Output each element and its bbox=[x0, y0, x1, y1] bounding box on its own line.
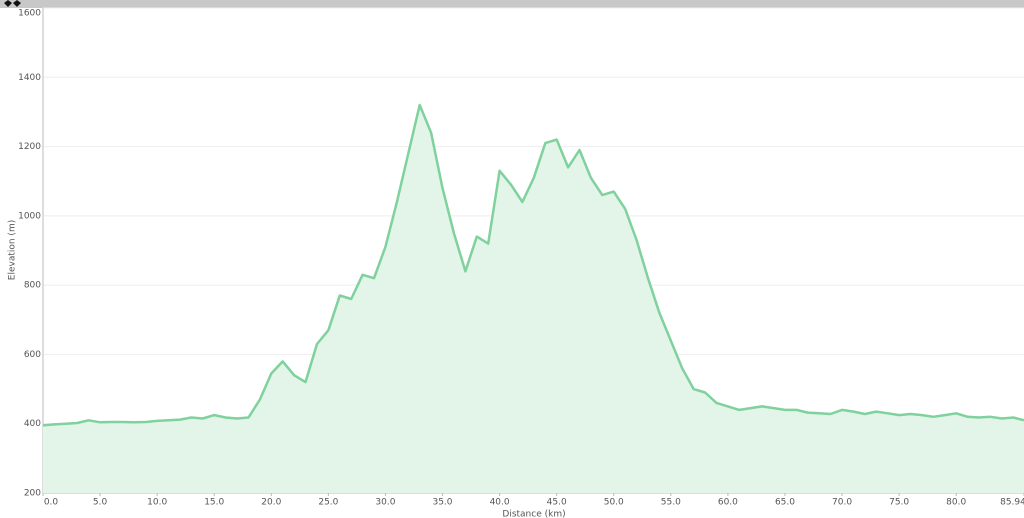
x-tick-label: 25.0 bbox=[318, 498, 338, 508]
top-bar bbox=[0, 0, 1024, 8]
x-tick-label: 20.0 bbox=[261, 498, 281, 508]
y-tick-label: 1600 bbox=[18, 9, 41, 19]
x-tick-label: 50.0 bbox=[604, 498, 624, 508]
x-tick-label: 30.0 bbox=[375, 498, 395, 508]
x-tick-label: 65.0 bbox=[775, 498, 795, 508]
x-tick-label: 40.0 bbox=[490, 498, 510, 508]
x-axis-label: Distance (km) bbox=[502, 510, 565, 518]
collapse-icon[interactable] bbox=[4, 0, 21, 7]
elevation-line bbox=[42, 103, 1024, 427]
y-tick-label: 200 bbox=[24, 489, 41, 499]
y-tick-label: 800 bbox=[24, 281, 41, 291]
x-tick-label: 60.0 bbox=[718, 498, 738, 508]
y-axis-label: Elevation (m) bbox=[8, 220, 18, 280]
y-tick-label: 1000 bbox=[18, 211, 41, 221]
x-tick-label: 5.0 bbox=[93, 498, 108, 508]
y-tick-label: 400 bbox=[24, 419, 41, 429]
x-tick-label: 10.0 bbox=[147, 498, 167, 508]
x-tick-label: 75.0 bbox=[889, 498, 909, 508]
area-fill bbox=[43, 105, 1024, 493]
x-tick-label: 35.0 bbox=[432, 498, 452, 508]
x-tick-label: 0.0 bbox=[44, 498, 59, 508]
y-tick-label: 1200 bbox=[18, 142, 41, 152]
x-tick-label: 55.0 bbox=[661, 498, 681, 508]
y-tick-label: 600 bbox=[24, 350, 41, 360]
x-tick-label: 70.0 bbox=[832, 498, 852, 508]
y-tick-label: 1400 bbox=[18, 73, 41, 83]
x-tick-label: 45.0 bbox=[547, 498, 567, 508]
x-tick-label: 80.0 bbox=[946, 498, 966, 508]
x-tick-label: 85.94 bbox=[1000, 498, 1024, 508]
x-tick-label: 15.0 bbox=[204, 498, 224, 508]
